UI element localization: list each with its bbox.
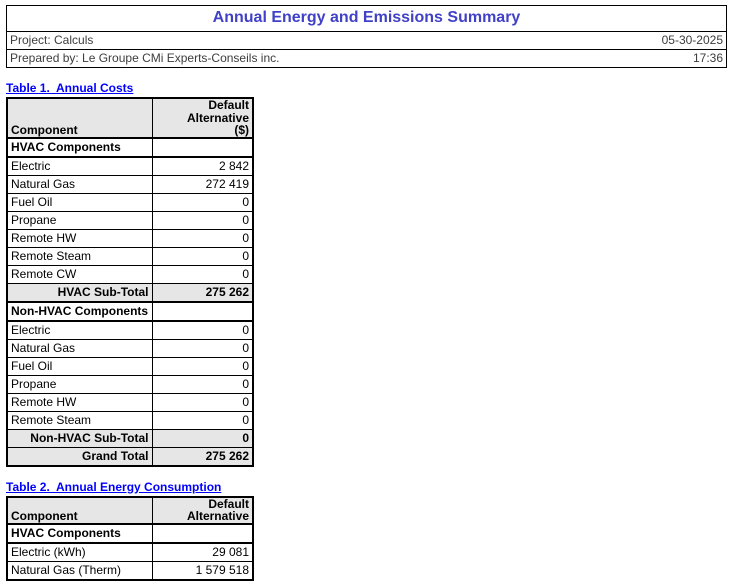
table-row: Fuel Oil 0 [6, 192, 254, 212]
table-row: Electric (kWh) 29 081 [6, 542, 254, 562]
component-cell: Remote CW [6, 264, 153, 284]
value-cell: 2 842 [151, 156, 254, 176]
project-label: Project: Calculs [10, 33, 94, 47]
value-cell [151, 300, 254, 322]
table-header-row: Component Default Alternative [6, 496, 254, 525]
value-cell: 0 [151, 428, 254, 448]
report-time: 17:36 [692, 51, 723, 65]
table-row: Propane 0 [6, 210, 254, 230]
table-row: Remote HW 0 [6, 228, 254, 248]
table-row: HVAC Components [6, 522, 254, 544]
component-cell: HVAC Sub-Total [6, 282, 153, 302]
table2-label: Table 2. Annual Energy Consumption [6, 479, 222, 494]
page-title: Annual Energy and Emissions Summary [7, 6, 726, 32]
value-cell: 0 [151, 320, 254, 340]
component-cell: Remote Steam [6, 410, 153, 430]
table-row: Natural Gas 0 [6, 338, 254, 358]
component-cell: Propane [6, 210, 153, 230]
value-cell [151, 522, 254, 544]
table-row: Natural Gas 272 419 [6, 174, 254, 194]
component-cell: Remote HW [6, 228, 153, 248]
value-cell: 0 [151, 264, 254, 284]
table-row: Non-HVAC Components [6, 300, 254, 322]
component-cell: HVAC Components [6, 522, 153, 544]
value-cell: 275 262 [151, 282, 254, 302]
report-date: 05-30-2025 [661, 33, 723, 47]
prepared-by-label: Prepared by: Le Groupe CMi Experts-Conse… [10, 51, 280, 65]
component-header-cell: Component [6, 496, 153, 525]
component-cell: Natural Gas [6, 338, 153, 358]
component-cell: Fuel Oil [6, 192, 153, 212]
component-cell: Natural Gas (Therm) [6, 560, 153, 580]
component-cell: Electric [6, 320, 153, 340]
component-cell: Natural Gas [6, 174, 153, 194]
table-row: Fuel Oil 0 [6, 356, 254, 376]
value-cell: 0 [151, 192, 254, 212]
value-cell: 0 [151, 210, 254, 230]
table-row: Electric 0 [6, 320, 254, 340]
value-cell: 0 [151, 410, 254, 430]
component-cell: HVAC Components [6, 136, 153, 158]
component-cell: Grand Total [6, 446, 153, 466]
table-row: Remote HW 0 [6, 392, 254, 412]
value-cell: 0 [151, 392, 254, 412]
table1-label: Table 1. Annual Costs [6, 81, 134, 95]
value-cell: 0 [151, 374, 254, 394]
value-cell: 272 419 [151, 174, 254, 194]
component-cell: Electric [6, 156, 153, 176]
component-cell: Propane [6, 374, 153, 394]
component-cell: Remote HW [6, 392, 153, 412]
component-cell: Non-HVAC Components [6, 300, 153, 322]
component-cell: Fuel Oil [6, 356, 153, 376]
annual-costs-table: Component Default Alternative ($) HVAC Com… [6, 97, 254, 467]
value-cell: 29 081 [151, 542, 254, 562]
table-row: Remote Steam 0 [6, 410, 254, 430]
table-row: Electric 2 842 [6, 156, 254, 176]
component-cell: Electric (kWh) [6, 542, 153, 562]
energy-consumption-table: Component Default Alternative HVAC Compon… [6, 495, 254, 581]
table-row: Remote Steam 0 [6, 246, 254, 266]
table-row: Propane 0 [6, 374, 254, 394]
value-cell: 275 262 [151, 446, 254, 466]
alt-header-cell: Default Alternative ($) [151, 97, 254, 139]
table-row: HVAC Components [6, 136, 254, 158]
table-header-row: Component Default Alternative ($) [6, 97, 254, 139]
value-cell: 0 [151, 356, 254, 376]
table-row: Grand Total 275 262 [6, 446, 254, 466]
report-header-box: Annual Energy and Emissions Summary Proj… [6, 5, 727, 68]
value-cell: 0 [151, 338, 254, 358]
project-row: Project: Calculs 05-30-2025 [7, 32, 726, 50]
component-cell: Non-HVAC Sub-Total [6, 428, 153, 448]
table-row: Non-HVAC Sub-Total 0 [6, 428, 254, 448]
value-cell: 1 579 518 [151, 560, 254, 580]
table-row: Remote CW 0 [6, 264, 254, 284]
value-cell: 0 [151, 228, 254, 248]
component-header-cell: Component [6, 97, 153, 139]
table-row: HVAC Sub-Total 275 262 [6, 282, 254, 302]
component-cell: Remote Steam [6, 246, 153, 266]
value-cell [151, 136, 254, 158]
prepared-row: Prepared by: Le Groupe CMi Experts-Conse… [7, 50, 726, 67]
table-row: Natural Gas (Therm) 1 579 518 [6, 560, 254, 580]
value-cell: 0 [151, 246, 254, 266]
alt-header-cell: Default Alternative [151, 496, 254, 525]
